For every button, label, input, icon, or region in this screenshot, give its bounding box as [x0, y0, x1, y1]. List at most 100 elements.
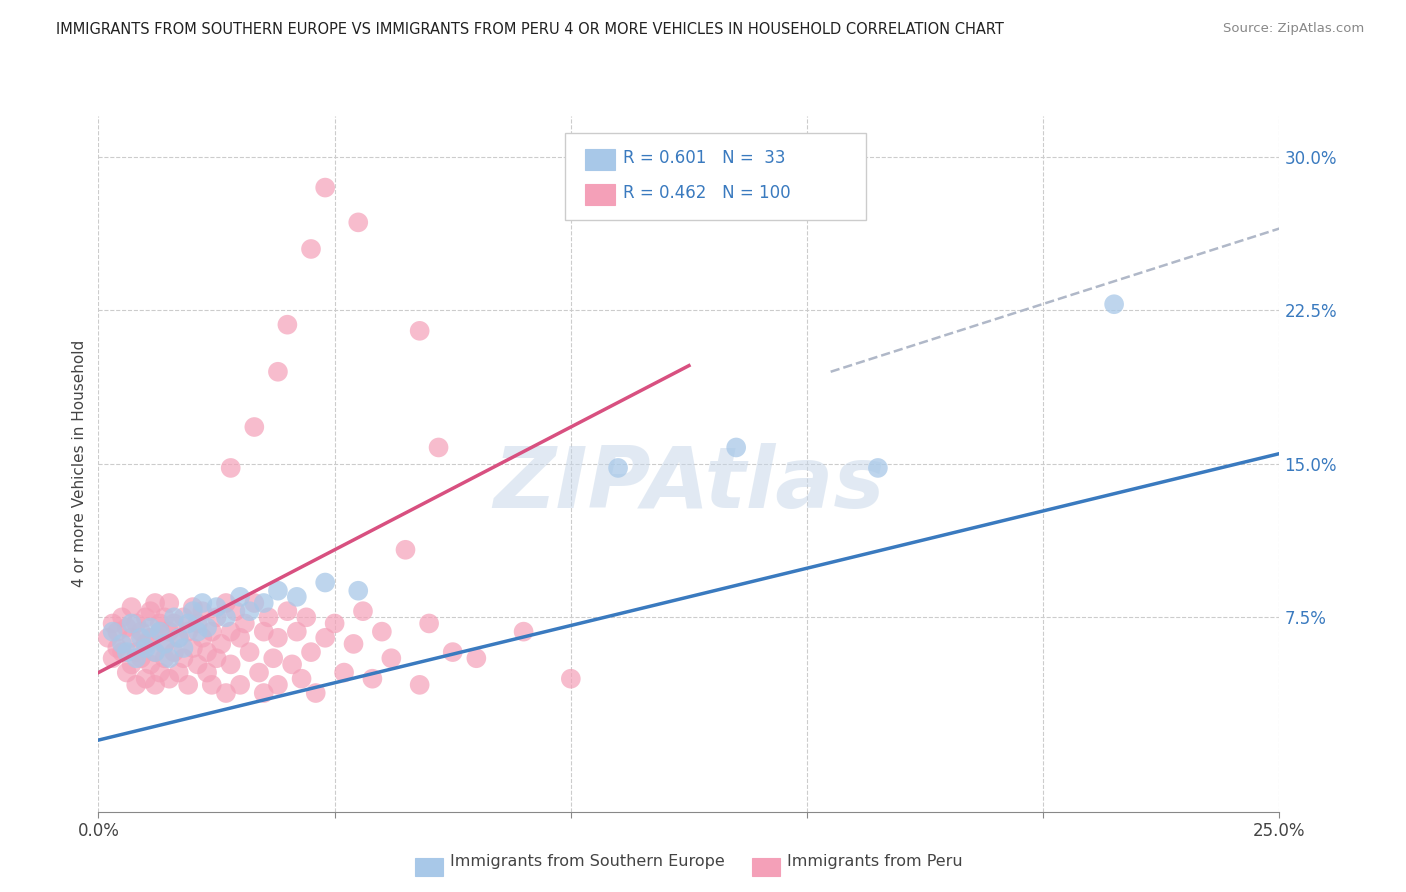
Text: IMMIGRANTS FROM SOUTHERN EUROPE VS IMMIGRANTS FROM PERU 4 OR MORE VEHICLES IN HO: IMMIGRANTS FROM SOUTHERN EUROPE VS IMMIG… [56, 22, 1004, 37]
Point [465, 651, 488, 665]
Point [408, 678, 430, 692]
Point [149, 665, 172, 680]
Point [187, 624, 209, 639]
Point [181, 640, 204, 655]
Point [157, 672, 180, 686]
Point [167, 665, 190, 680]
Point [125, 678, 148, 692]
Point [239, 645, 262, 659]
Text: ZIPAtlas: ZIPAtlas [494, 443, 884, 526]
Point [139, 657, 162, 672]
Point [560, 672, 582, 686]
Point [299, 645, 322, 659]
Point [149, 624, 172, 639]
Point [418, 616, 440, 631]
Text: R = 0.601   N =  33: R = 0.601 N = 33 [623, 149, 786, 168]
Point [201, 624, 224, 639]
Point [101, 616, 124, 631]
Point [253, 686, 276, 700]
Point [111, 637, 134, 651]
Point [333, 665, 356, 680]
Point [143, 645, 166, 659]
Point [215, 596, 238, 610]
Point [219, 461, 242, 475]
Point [143, 596, 166, 610]
Bar [585, 149, 614, 170]
Point [191, 604, 214, 618]
Point [191, 596, 214, 610]
Point [607, 461, 630, 475]
Point [323, 616, 346, 631]
Y-axis label: 4 or more Vehicles in Household: 4 or more Vehicles in Household [72, 340, 87, 588]
Point [143, 645, 166, 659]
Point [135, 637, 157, 651]
Point [267, 678, 290, 692]
Point [187, 616, 209, 631]
Point [105, 640, 128, 655]
Text: Source: ZipAtlas.com: Source: ZipAtlas.com [1223, 22, 1364, 36]
Point [253, 624, 276, 639]
Point [167, 631, 190, 645]
Point [219, 657, 242, 672]
Point [101, 651, 124, 665]
Point [163, 645, 186, 659]
Point [149, 616, 172, 631]
Point [352, 604, 374, 618]
Point [143, 678, 166, 692]
Point [125, 645, 148, 659]
Point [215, 686, 238, 700]
Point [115, 645, 138, 659]
Point [157, 624, 180, 639]
Point [153, 637, 176, 651]
Point [233, 616, 256, 631]
Point [149, 624, 172, 639]
Point [172, 640, 194, 655]
Point [105, 624, 128, 639]
Point [224, 604, 246, 618]
Point [129, 651, 152, 665]
Point [253, 596, 276, 610]
Point [139, 621, 162, 635]
Point [181, 600, 204, 615]
Text: Immigrants from Peru: Immigrants from Peru [787, 854, 963, 869]
Point [101, 624, 124, 639]
Point [135, 610, 157, 624]
Point [267, 631, 290, 645]
Point [163, 610, 186, 624]
Point [157, 651, 180, 665]
Point [157, 596, 180, 610]
Point [285, 590, 308, 604]
Point [201, 678, 224, 692]
Point [177, 616, 200, 631]
Point [209, 637, 232, 651]
Point [125, 651, 148, 665]
Point [129, 624, 152, 639]
Point [866, 461, 889, 475]
Point [215, 610, 238, 624]
Point [129, 631, 152, 645]
Point [243, 420, 266, 434]
Point [441, 645, 464, 659]
Point [135, 672, 157, 686]
Point [229, 590, 252, 604]
Point [281, 657, 304, 672]
Point [139, 604, 162, 618]
Point [347, 215, 370, 229]
Point [262, 651, 284, 665]
Point [172, 651, 194, 665]
Point [314, 631, 336, 645]
Point [427, 441, 450, 455]
Point [247, 665, 270, 680]
Point [394, 542, 416, 557]
Point [267, 365, 290, 379]
Point [121, 600, 143, 615]
Point [380, 651, 402, 665]
Point [725, 441, 748, 455]
Point [257, 610, 280, 624]
Point [276, 318, 298, 332]
Point [408, 324, 430, 338]
Point [290, 672, 312, 686]
Point [276, 604, 298, 618]
Point [111, 610, 134, 624]
Point [314, 180, 336, 194]
